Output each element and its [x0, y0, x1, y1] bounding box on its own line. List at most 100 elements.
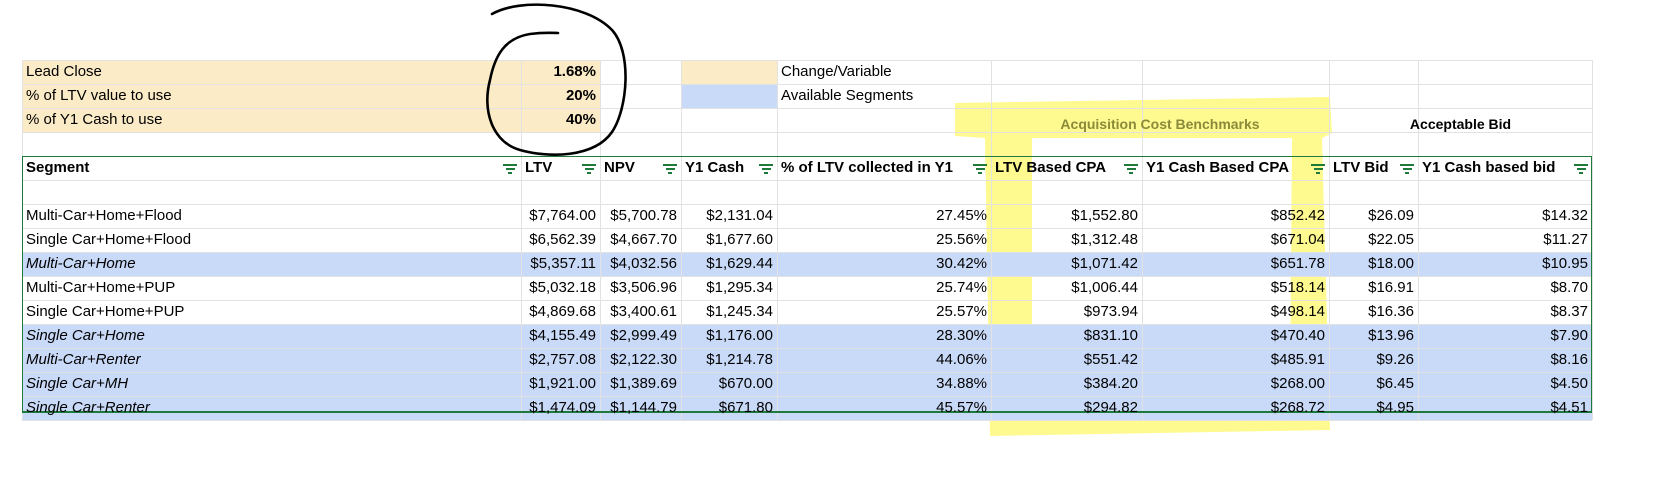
param-value[interactable]: 40% [565, 111, 596, 128]
cell-pct-ltv-y1[interactable]: 45.57% [936, 399, 987, 416]
cell-segment[interactable]: Multi-Car+Home [26, 255, 136, 272]
cell-ltv-cpa[interactable]: $973.94 [1083, 303, 1138, 320]
cell-pct-ltv-y1[interactable]: 34.88% [936, 375, 987, 392]
filter-icon[interactable] [663, 164, 677, 174]
cell-y1-cash-bid[interactable]: $4.50 [1550, 375, 1588, 392]
cell-pct-ltv-y1[interactable]: 30.42% [936, 255, 987, 272]
cell-pct-ltv-y1[interactable]: 28.30% [936, 327, 987, 344]
cell-ltv-cpa[interactable]: $551.42 [1083, 351, 1138, 368]
cell-npv[interactable]: $4,667.70 [610, 231, 677, 248]
filter-icon[interactable] [973, 164, 987, 174]
cell-y1-cash-cpa[interactable]: $852.42 [1270, 207, 1325, 224]
cell-ltv[interactable]: $5,032.18 [529, 279, 596, 296]
cell-npv[interactable]: $2,122.30 [610, 351, 677, 368]
cell-pct-ltv-y1[interactable]: 25.57% [936, 303, 987, 320]
cell-ltv-bid[interactable]: $6.45 [1376, 375, 1414, 392]
param-label[interactable]: % of Y1 Cash to use [26, 111, 163, 128]
cell-npv[interactable]: $4,032.56 [610, 255, 677, 272]
cell-ltv[interactable]: $2,757.08 [529, 351, 596, 368]
cell-y1-cash-bid[interactable]: $8.70 [1550, 279, 1588, 296]
cell-ltv-bid[interactable]: $16.36 [1368, 303, 1414, 320]
column-header-y1-cash[interactable]: Y1 Cash [685, 159, 745, 176]
param-label[interactable]: Lead Close [26, 63, 102, 80]
cell-ltv[interactable]: $7,764.00 [529, 207, 596, 224]
cell-y1-cash-bid[interactable]: $14.32 [1542, 207, 1588, 224]
cell-ltv[interactable]: $6,562.39 [529, 231, 596, 248]
column-header-y1-cash-cpa[interactable]: Y1 Cash Based CPA [1146, 159, 1290, 176]
cell-y1-cash-cpa[interactable]: $518.14 [1270, 279, 1325, 296]
cell-npv[interactable]: $3,400.61 [610, 303, 677, 320]
cell-y1-cash-bid[interactable]: $8.37 [1550, 303, 1588, 320]
cell-y1-cash[interactable]: $1,629.44 [706, 255, 773, 272]
cell-pct-ltv-y1[interactable]: 27.45% [936, 207, 987, 224]
column-header-ltv-cpa[interactable]: LTV Based CPA [995, 159, 1107, 176]
cell-y1-cash-cpa[interactable]: $268.00 [1270, 375, 1325, 392]
cell-ltv-cpa[interactable]: $294.82 [1083, 399, 1138, 416]
cell-y1-cash-bid[interactable]: $10.95 [1542, 255, 1588, 272]
cell-y1-cash-bid[interactable]: $8.16 [1550, 351, 1588, 368]
cell-segment[interactable]: Single Car+MH [26, 375, 129, 392]
cell-ltv-bid[interactable]: $16.91 [1368, 279, 1414, 296]
cell-segment[interactable]: Single Car+Renter [26, 399, 150, 416]
cell-ltv-cpa[interactable]: $384.20 [1083, 375, 1138, 392]
cell-npv[interactable]: $3,506.96 [610, 279, 677, 296]
cell-ltv-bid[interactable]: $22.05 [1368, 231, 1414, 248]
cell-y1-cash[interactable]: $2,131.04 [706, 207, 773, 224]
cell-pct-ltv-y1[interactable]: 25.74% [936, 279, 987, 296]
column-header-segment[interactable]: Segment [26, 159, 90, 176]
cell-ltv-bid[interactable]: $9.26 [1376, 351, 1414, 368]
cell-segment[interactable]: Single Car+Home+Flood [26, 231, 192, 248]
cell-pct-ltv-y1[interactable]: 44.06% [936, 351, 987, 368]
cell-y1-cash[interactable]: $1,245.34 [706, 303, 773, 320]
filter-icon[interactable] [1400, 164, 1414, 174]
cell-npv[interactable]: $2,999.49 [610, 327, 677, 344]
param-value[interactable]: 20% [565, 87, 596, 104]
cell-y1-cash-cpa[interactable]: $485.91 [1270, 351, 1325, 368]
column-header-y1-cash-bid[interactable]: Y1 Cash based bid [1422, 159, 1556, 176]
cell-segment[interactable]: Multi-Car+Renter [26, 351, 141, 368]
cell-ltv-cpa[interactable]: $1,552.80 [1071, 207, 1138, 224]
cell-pct-ltv-y1[interactable]: 25.56% [936, 231, 987, 248]
cell-ltv-cpa[interactable]: $1,312.48 [1071, 231, 1138, 248]
cell-y1-cash[interactable]: $1,677.60 [706, 231, 773, 248]
param-value[interactable]: 1.68% [553, 63, 596, 80]
cell-segment[interactable]: Multi-Car+Home+Flood [26, 207, 182, 224]
cell-y1-cash-bid[interactable]: $11.27 [1543, 231, 1588, 248]
cell-y1-cash[interactable]: $671.80 [718, 399, 773, 416]
filter-icon[interactable] [1574, 164, 1588, 174]
cell-y1-cash-cpa[interactable]: $671.04 [1270, 231, 1325, 248]
cell-ltv[interactable]: $4,155.49 [529, 327, 596, 344]
column-header-ltv[interactable]: LTV [525, 159, 553, 176]
cell-y1-cash-cpa[interactable]: $498.14 [1270, 303, 1325, 320]
cell-npv[interactable]: $1,389.69 [610, 375, 677, 392]
filter-icon[interactable] [759, 164, 773, 174]
filter-icon[interactable] [1311, 164, 1325, 174]
cell-y1-cash[interactable]: $1,176.00 [706, 327, 773, 344]
column-header-pct-ltv-y1[interactable]: % of LTV collected in Y1 [781, 159, 953, 176]
cell-segment[interactable]: Single Car+Home [26, 327, 145, 344]
cell-ltv-cpa[interactable]: $1,006.44 [1071, 279, 1138, 296]
cell-y1-cash[interactable]: $670.00 [718, 375, 773, 392]
filter-icon[interactable] [503, 164, 517, 174]
filter-icon[interactable] [1124, 164, 1138, 174]
cell-ltv-cpa[interactable]: $1,071.42 [1071, 255, 1138, 272]
cell-y1-cash-bid[interactable]: $7.90 [1550, 327, 1588, 344]
cell-segment[interactable]: Single Car+Home+PUP [26, 303, 185, 320]
cell-npv[interactable]: $1,144.79 [610, 399, 677, 416]
cell-y1-cash-cpa[interactable]: $268.72 [1270, 399, 1325, 416]
cell-ltv-bid[interactable]: $13.96 [1368, 327, 1414, 344]
cell-y1-cash-cpa[interactable]: $651.78 [1270, 255, 1325, 272]
cell-ltv-bid[interactable]: $26.09 [1368, 207, 1414, 224]
cell-y1-cash[interactable]: $1,214.78 [706, 351, 773, 368]
cell-npv[interactable]: $5,700.78 [610, 207, 677, 224]
cell-segment[interactable]: Multi-Car+Home+PUP [26, 279, 176, 296]
cell-y1-cash[interactable]: $1,295.34 [706, 279, 773, 296]
filter-icon[interactable] [582, 164, 596, 174]
cell-ltv[interactable]: $1,474.09 [529, 399, 596, 416]
cell-ltv-bid[interactable]: $18.00 [1368, 255, 1414, 272]
cell-y1-cash-bid[interactable]: $4.51 [1550, 399, 1588, 416]
cell-ltv[interactable]: $4,869.68 [529, 303, 596, 320]
param-label[interactable]: % of LTV value to use [26, 87, 172, 104]
cell-y1-cash-cpa[interactable]: $470.40 [1270, 327, 1325, 344]
column-header-npv[interactable]: NPV [604, 159, 635, 176]
